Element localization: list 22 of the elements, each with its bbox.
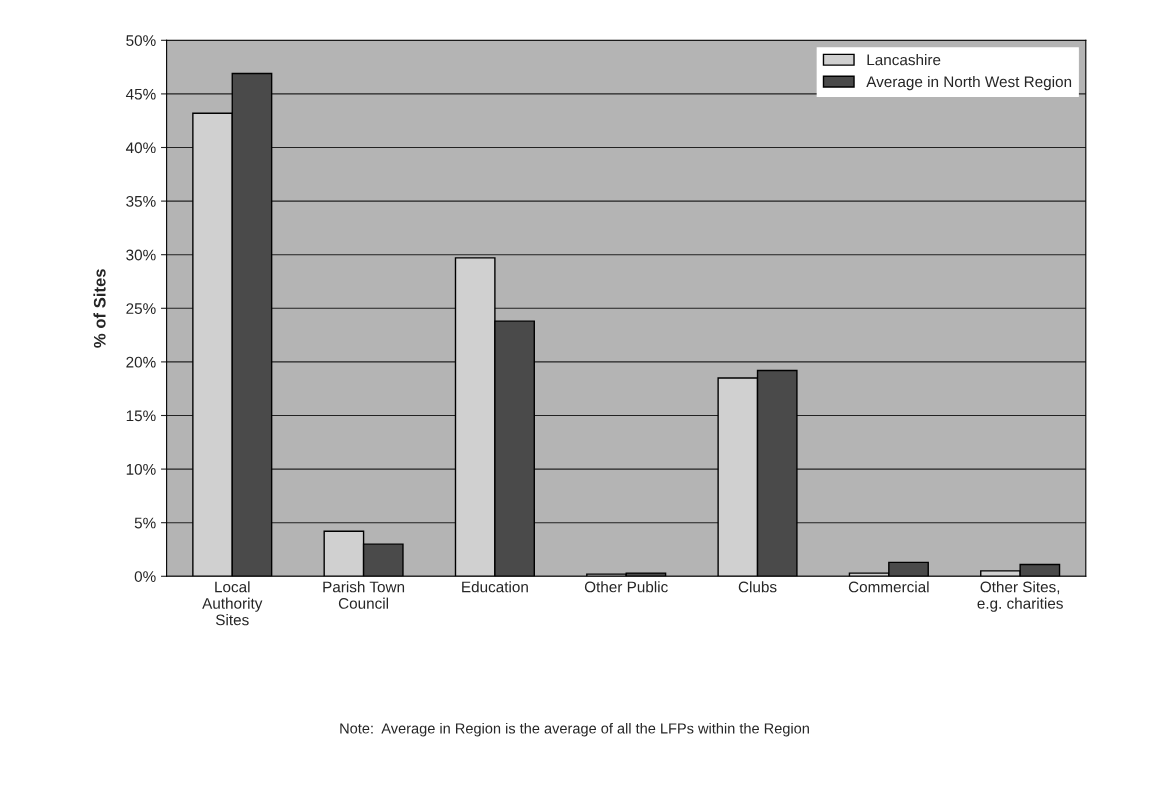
y-tick-label: 15%: [126, 410, 156, 422]
text: Note: Average in Region is the average of all the LFPs within the Region: [340, 722, 809, 737]
x-tick-label: Parish Town Council: [323, 581, 405, 609]
x-tick-label: Education: [462, 581, 528, 593]
x-tick-label: Other Sites, e.g. charities: [977, 581, 1063, 612]
y-tick-label: 30%: [126, 249, 156, 261]
y-tick-label: 10%: [126, 463, 156, 475]
y-tick-label: 35%: [126, 195, 156, 207]
y-tick-label: 25%: [126, 303, 156, 314]
y-axis-title: % of Sites: [93, 269, 106, 348]
x-tick-label: Commercial: [848, 581, 929, 593]
y-tick-label: 20%: [126, 356, 156, 368]
x-tick-label: Local Authority Sites: [202, 581, 263, 626]
x-tick-label: Other Public: [584, 581, 668, 593]
y-tick-label: 50%: [126, 35, 156, 46]
y-tick-label: 40%: [125, 142, 156, 154]
y-tick-label: 45%: [125, 88, 156, 100]
y-tick-label: 5%: [134, 517, 156, 529]
legend-label: Average in North West Region: [866, 75, 1072, 91]
legend-label: Lancashire: [867, 54, 941, 66]
x-tick-label: Clubs: [738, 581, 777, 593]
y-tick-label: 0%: [134, 571, 156, 582]
